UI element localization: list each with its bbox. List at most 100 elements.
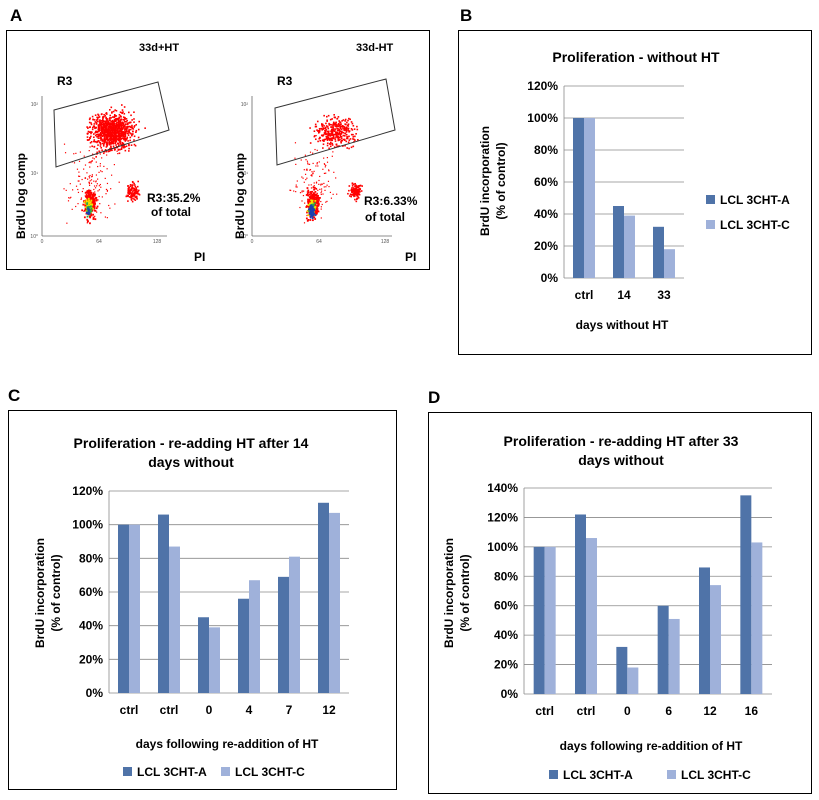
flow-event-dot xyxy=(309,197,312,200)
flow-event-dot xyxy=(327,137,330,139)
flow-event-dot xyxy=(104,177,106,180)
flow-event-dot xyxy=(354,193,357,196)
flow-event-dot xyxy=(312,211,315,214)
chart-d-bar-s1-0 xyxy=(544,546,556,694)
flow-event-dot xyxy=(332,122,335,125)
flow-event-dot xyxy=(121,121,124,124)
flow-event-dot xyxy=(309,202,311,205)
flow-event-dot xyxy=(90,161,92,163)
flow-event-dot xyxy=(313,197,316,200)
flow-event-dot xyxy=(89,141,92,144)
flow-event-dot xyxy=(108,122,111,124)
chart-d-bar-s0-4 xyxy=(699,567,710,694)
flow-event-dot xyxy=(126,136,129,139)
flow-event-dot xyxy=(306,210,309,213)
flow-event-dot xyxy=(327,133,329,135)
chart-c-ytick-label-2: 40% xyxy=(79,619,103,633)
flow-event-dot xyxy=(320,184,322,186)
flow-event-dot xyxy=(312,214,315,217)
flow-event-dot xyxy=(85,191,88,194)
flow-event-dot xyxy=(87,197,90,200)
flow-event-dot xyxy=(123,138,126,140)
flow-event-dot xyxy=(115,138,117,141)
flow-event-dot xyxy=(130,193,133,195)
flow-event-dot xyxy=(335,136,337,139)
flow-plot-2-ytick-2: 10² xyxy=(241,102,249,108)
flow-event-dot xyxy=(92,199,95,202)
chart-d-bar-s1-3 xyxy=(668,618,680,694)
flow-event-dot xyxy=(128,128,130,131)
flow-event-dot xyxy=(340,139,343,142)
flow-event-dot xyxy=(106,141,108,143)
flow-event-dot xyxy=(93,201,96,204)
flow-event-dot xyxy=(106,121,108,124)
flow-event-dot xyxy=(111,135,113,137)
flow-event-dot xyxy=(76,168,79,170)
flow-event-dot xyxy=(119,134,121,137)
panel-letter-a: A xyxy=(10,6,23,25)
flow-event-dot xyxy=(96,147,99,150)
flow-event-dot xyxy=(78,171,80,173)
flow-event-dot xyxy=(128,192,130,194)
flow-event-dot xyxy=(117,142,120,145)
flow-event-dot xyxy=(325,201,327,203)
flow-event-dot xyxy=(83,155,85,157)
flow-event-dot xyxy=(108,131,111,134)
flow-event-dot xyxy=(116,122,118,124)
flow-event-dot xyxy=(102,152,105,155)
flow-event-dot xyxy=(88,175,90,178)
flow-event-dot xyxy=(322,134,325,136)
flow-event-dot xyxy=(304,154,306,156)
flow-event-dot xyxy=(307,162,309,164)
flow-event-dot xyxy=(120,134,123,137)
flow-event-dot xyxy=(101,157,103,159)
flow-event-dot xyxy=(121,143,123,146)
flow-event-dot xyxy=(102,116,104,118)
flow-event-dot xyxy=(113,115,116,118)
flow-event-dot xyxy=(99,145,102,147)
flow-event-dot xyxy=(348,135,350,138)
flow-event-dot xyxy=(346,137,348,140)
flow-event-dot xyxy=(325,135,328,138)
flow-event-dot xyxy=(344,127,347,129)
flow-event-dot xyxy=(77,175,80,177)
flow-event-dot xyxy=(131,127,134,130)
flow-event-dot xyxy=(96,151,98,154)
flow-event-dot xyxy=(95,133,98,136)
flow-event-dot xyxy=(329,191,332,193)
flow-event-dot xyxy=(128,190,130,192)
flow-event-dot xyxy=(86,220,89,223)
flow-event-dot xyxy=(115,115,118,117)
flow-event-dot xyxy=(310,210,313,213)
flow-event-dot xyxy=(88,184,91,186)
chart-d-bar-s0-0 xyxy=(533,546,545,694)
flow-event-dot xyxy=(306,205,308,207)
flow-event-dot xyxy=(109,133,111,136)
flow-event-dot xyxy=(86,126,88,128)
chart-d-ytick-label-5: 100% xyxy=(487,540,518,554)
flow-event-dot xyxy=(82,188,84,190)
flow-event-dot xyxy=(303,222,306,224)
flow-event-dot xyxy=(92,204,95,207)
flow-event-dot xyxy=(330,126,332,128)
flow-plot-2-xtick-0: 0 xyxy=(251,239,254,245)
flow-event-dot xyxy=(95,161,97,163)
flow-event-dot xyxy=(102,145,105,147)
flow-event-dot xyxy=(326,156,328,159)
flow-event-dot xyxy=(124,136,126,138)
flow-plot-1-stat-percent: R3:35.2% xyxy=(147,191,201,205)
flow-event-dot xyxy=(118,137,120,139)
chart-d-title-line-0: Proliferation - re-adding HT after 33 xyxy=(504,433,739,449)
flow-event-dot xyxy=(314,210,316,213)
flow-event-dot xyxy=(328,122,330,125)
flow-event-dot xyxy=(93,119,96,121)
chart-b-legend-swatch-1 xyxy=(706,220,715,229)
flow-event-dot xyxy=(109,139,112,141)
flow-event-dot xyxy=(99,123,101,126)
flow-event-dot xyxy=(311,171,313,173)
flow-event-dot xyxy=(312,210,314,213)
flow-event-dot xyxy=(95,141,97,143)
flow-event-dot xyxy=(113,138,116,141)
flow-event-dot xyxy=(339,126,342,129)
flow-event-dot xyxy=(309,212,312,215)
